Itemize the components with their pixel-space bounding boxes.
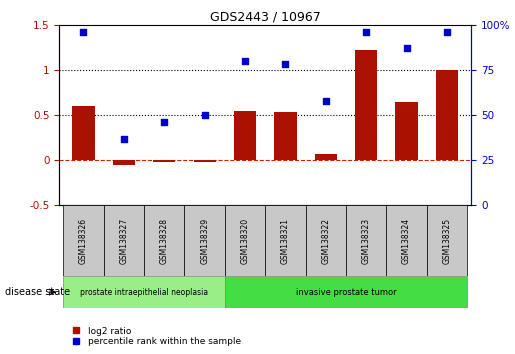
- Bar: [63, 276, 225, 308]
- Bar: [225, 205, 265, 276]
- Bar: [184, 205, 225, 276]
- Text: GSM138323: GSM138323: [362, 218, 371, 264]
- Bar: [113, 160, 135, 165]
- Point: [79, 29, 88, 35]
- Bar: [355, 50, 377, 160]
- Bar: [234, 110, 256, 160]
- Point: [160, 119, 168, 125]
- Text: invasive prostate tumor: invasive prostate tumor: [296, 287, 397, 297]
- Text: GSM138322: GSM138322: [321, 218, 330, 264]
- Point: [241, 58, 249, 64]
- Point: [362, 29, 370, 35]
- Point: [119, 136, 128, 141]
- Bar: [396, 102, 418, 160]
- Text: GSM138328: GSM138328: [160, 218, 169, 264]
- Text: GSM138327: GSM138327: [119, 218, 128, 264]
- Bar: [153, 160, 175, 162]
- Text: GSM138321: GSM138321: [281, 218, 290, 264]
- Text: prostate intraepithelial neoplasia: prostate intraepithelial neoplasia: [80, 287, 208, 297]
- Bar: [63, 205, 104, 276]
- Text: GSM138320: GSM138320: [241, 218, 250, 264]
- Bar: [427, 205, 467, 276]
- Bar: [225, 276, 467, 308]
- Bar: [436, 70, 458, 160]
- Bar: [315, 154, 337, 160]
- Text: GSM138325: GSM138325: [442, 218, 452, 264]
- Text: disease state: disease state: [5, 287, 70, 297]
- Bar: [72, 106, 95, 160]
- Bar: [274, 112, 297, 160]
- Bar: [194, 160, 216, 162]
- Title: GDS2443 / 10967: GDS2443 / 10967: [210, 11, 321, 24]
- Text: GSM138326: GSM138326: [79, 218, 88, 264]
- Bar: [144, 205, 184, 276]
- Point: [322, 98, 330, 103]
- Point: [443, 29, 451, 35]
- Point: [403, 45, 411, 51]
- Bar: [386, 205, 427, 276]
- Bar: [305, 205, 346, 276]
- Point: [281, 62, 289, 67]
- Bar: [265, 205, 305, 276]
- Text: GSM138324: GSM138324: [402, 218, 411, 264]
- Legend: log2 ratio, percentile rank within the sample: log2 ratio, percentile rank within the s…: [64, 323, 245, 349]
- Point: [200, 112, 209, 118]
- Bar: [346, 205, 386, 276]
- Text: GSM138329: GSM138329: [200, 218, 209, 264]
- Bar: [104, 205, 144, 276]
